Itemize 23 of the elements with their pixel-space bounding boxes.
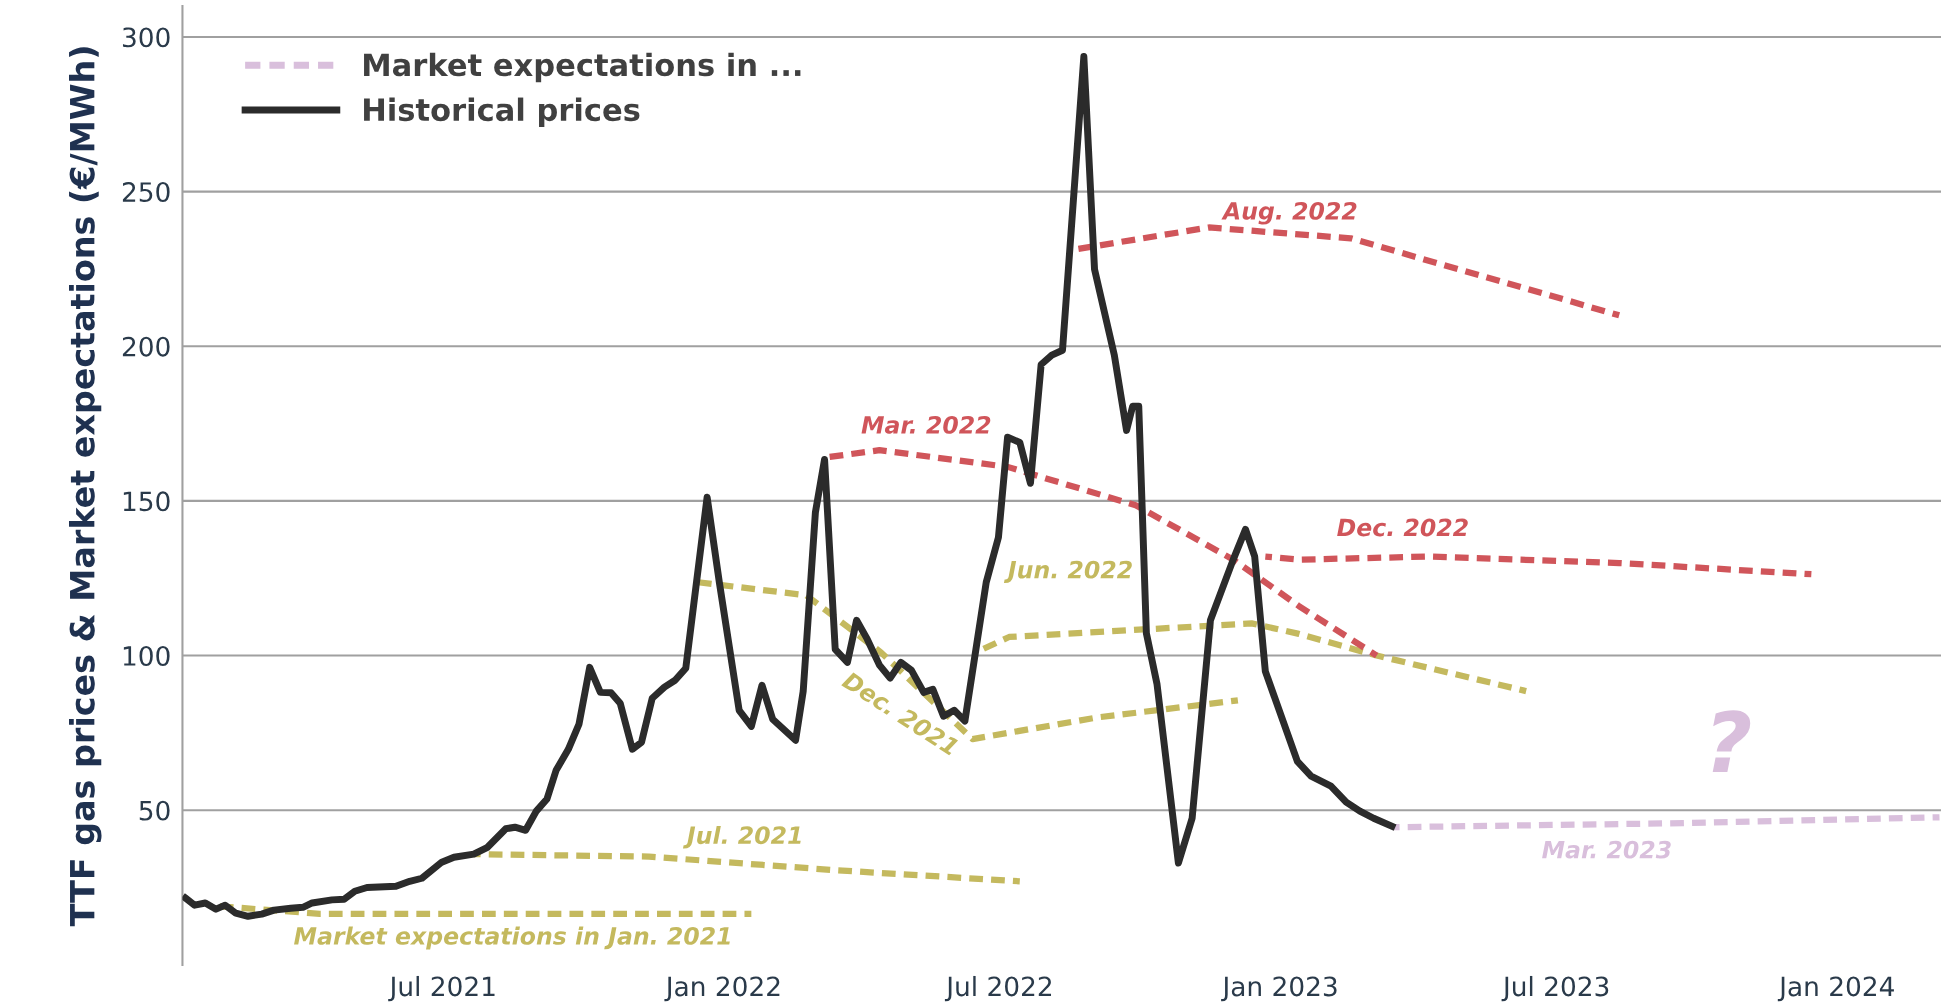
y-axis-title: TTF gas prices & Market expectations (€/MWh) [69, 47, 102, 927]
annotation: Mar. 2023 [1542, 840, 1671, 859]
x-tick-label: Jul 2022 [944, 975, 1052, 1002]
annotation: Jul. 2021 [682, 825, 801, 849]
x-tick-label: Jan 2022 [664, 976, 780, 1002]
annotation: Market expectations in Jan. 2021 [294, 926, 730, 950]
annotation: Mar. 2022 [861, 415, 991, 434]
y-tick-label: 150 [123, 491, 170, 512]
annotation: Jun. 2022 [1003, 560, 1132, 583]
annotation: Aug. 2022 [1221, 201, 1357, 225]
x-tick-label: Jan 2024 [1777, 976, 1894, 1002]
legend-label: Market expectations in ... [364, 52, 801, 83]
x-tick-label: Jul 2023 [1501, 975, 1609, 1002]
legend-label: Historical prices [364, 97, 640, 128]
x-tick-label: Jul 2021 [388, 975, 495, 1002]
y-tick-label: 50 [139, 800, 170, 821]
y-tick-label: 250 [122, 182, 170, 202]
annotation: ? [1712, 710, 1751, 773]
y-tick-label: 200 [122, 336, 170, 357]
y-tick-label: 100 [123, 645, 170, 666]
x-tick-label: Jan 2023 [1221, 976, 1337, 1002]
annotation: Dec. 2022 [1337, 518, 1468, 537]
y-tick-label: 300 [122, 27, 170, 48]
